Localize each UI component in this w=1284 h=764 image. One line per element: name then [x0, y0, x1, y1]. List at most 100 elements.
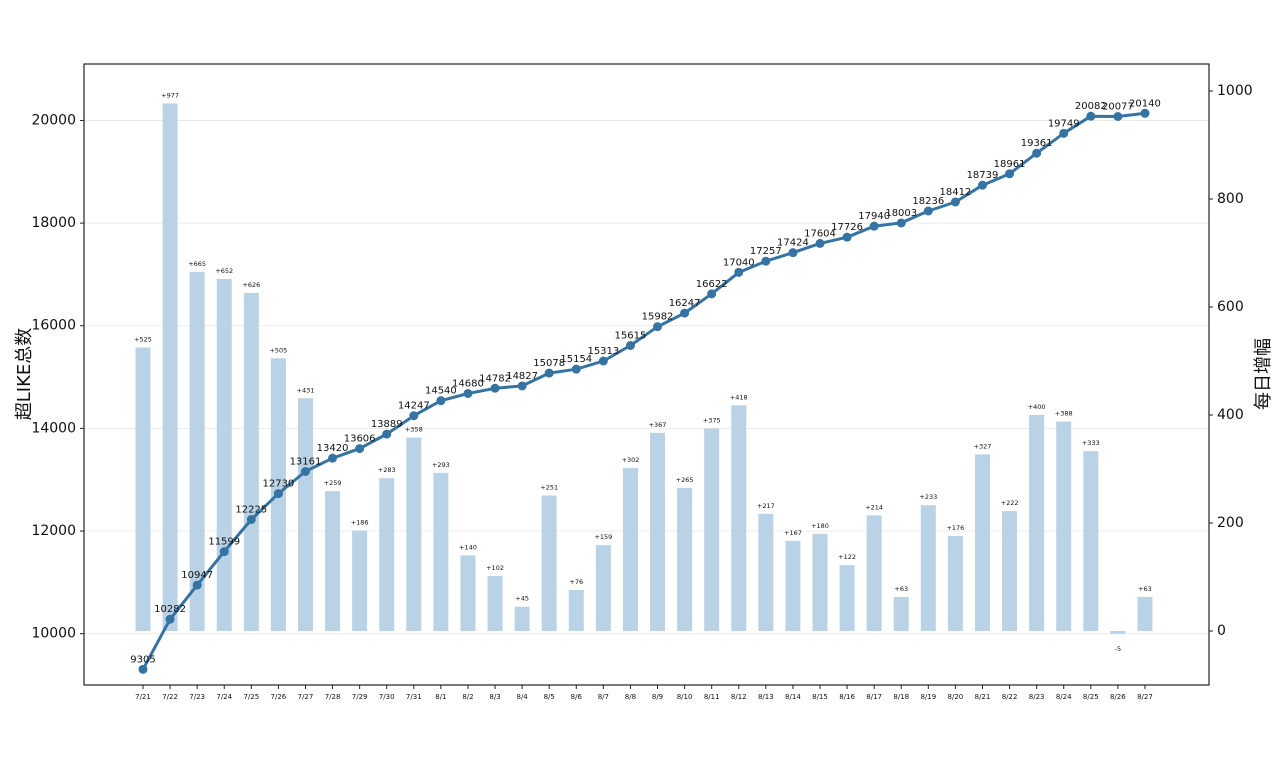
bar: [893, 596, 909, 631]
data-point: [328, 453, 338, 463]
bar-value-label: +186: [351, 519, 369, 527]
right-tick-label: 600: [1217, 299, 1244, 315]
x-tick-label: 8/18: [893, 693, 909, 701]
point-value-label: 14782: [479, 373, 511, 384]
bar-value-label: +977: [161, 91, 179, 99]
bar: [243, 292, 259, 631]
left-tick-label: 12000: [31, 523, 76, 539]
right-tick-label: 0: [1217, 623, 1226, 639]
bar-value-label: +159: [594, 533, 612, 541]
point-value-label: 10947: [181, 570, 213, 581]
bar: [1029, 415, 1045, 631]
bar-value-label: +302: [622, 456, 640, 464]
x-tick-label: 8/26: [1110, 693, 1126, 701]
bar-value-label: +222: [1001, 499, 1019, 507]
data-point: [977, 180, 987, 190]
data-point: [734, 267, 744, 277]
bar: [487, 575, 503, 631]
x-tick-label: 8/8: [625, 693, 636, 701]
x-tick-label: 8/20: [948, 693, 964, 701]
x-tick-label: 8/21: [975, 693, 991, 701]
data-point: [598, 356, 608, 366]
bar: [1137, 596, 1153, 631]
left-tick-label: 20000: [31, 112, 76, 128]
bar-value-label: +76: [569, 578, 583, 586]
data-point: [680, 308, 690, 318]
bar-value-label: +358: [405, 426, 423, 434]
data-point: [138, 664, 148, 674]
point-value-label: 20082: [1075, 101, 1107, 112]
bar-value-label: +665: [188, 260, 206, 268]
bar: [812, 533, 828, 631]
x-tick-label: 8/12: [731, 693, 747, 701]
bar: [839, 565, 855, 631]
point-value-label: 15615: [615, 331, 647, 342]
left-axis-ticks: 10000 12000 14000 16000 18000 20000: [31, 112, 84, 642]
point-value-label: 16247: [669, 298, 701, 309]
bar-value-label: +626: [242, 281, 260, 289]
bar-value-label: +102: [486, 564, 504, 572]
x-tick-label: 8/2: [462, 693, 473, 701]
data-point: [950, 197, 960, 207]
x-tick-label: 8/1: [435, 693, 446, 701]
line-series: [138, 108, 1150, 674]
bar: [920, 505, 936, 631]
bar: [568, 589, 584, 631]
bar-value-label: +45: [515, 595, 529, 603]
data-point: [409, 411, 419, 421]
data-point: [1140, 108, 1150, 118]
bar: [514, 606, 530, 631]
point-value-label: 15313: [587, 346, 619, 357]
data-point: [1113, 112, 1123, 122]
bar-value-label: +176: [946, 524, 964, 532]
bar-value-label: +652: [215, 267, 233, 275]
bar-value-label: +525: [134, 336, 152, 344]
bar-value-label: -5: [1115, 645, 1121, 653]
bar-value-label: +327: [974, 442, 992, 450]
bar: [379, 478, 395, 631]
data-point: [300, 466, 310, 476]
point-value-label: 17726: [831, 222, 863, 233]
x-tick-label: 8/22: [1002, 693, 1018, 701]
data-point: [1086, 111, 1096, 121]
point-value-label: 14680: [452, 378, 484, 389]
x-tick-label: 8/17: [866, 693, 882, 701]
bar: [433, 472, 449, 631]
point-value-label: 18961: [994, 159, 1026, 170]
x-tick-label: 8/25: [1083, 693, 1099, 701]
x-tick-label: 8/7: [598, 693, 609, 701]
bar-value-label: +140: [459, 543, 477, 551]
x-tick-label: 7/25: [243, 693, 259, 701]
data-point: [707, 289, 717, 299]
bar: [622, 467, 638, 631]
bar-labels: +525 +977 +665 +652 +626 +505 +431 +259 +186 +283…: [134, 91, 1152, 653]
bar: [866, 515, 882, 631]
bar-value-label: +63: [1138, 585, 1152, 593]
bar-value-label: +431: [297, 386, 315, 394]
data-point: [896, 218, 906, 228]
bar: [325, 491, 341, 631]
data-point: [1032, 148, 1042, 158]
bar-value-label: +388: [1055, 409, 1073, 417]
point-value-label: 12730: [262, 479, 294, 490]
data-point: [815, 238, 825, 248]
point-value-label: 18412: [939, 187, 971, 198]
bar-value-label: +265: [676, 476, 694, 484]
x-tick-label: 7/23: [189, 693, 205, 701]
data-point: [842, 232, 852, 242]
data-point: [355, 444, 365, 454]
bar: [1083, 451, 1099, 631]
bar-series: [135, 103, 1153, 634]
x-tick-label: 8/19: [920, 693, 936, 701]
data-point: [625, 341, 635, 351]
right-tick-label: 200: [1217, 515, 1244, 531]
bar-value-label: +283: [378, 466, 396, 474]
bar: [352, 530, 368, 631]
bar: [650, 432, 666, 631]
x-tick-label: 8/16: [839, 693, 855, 701]
right-tick-label: 1000: [1217, 83, 1253, 99]
bar-value-label: +333: [1082, 439, 1100, 447]
data-point: [463, 388, 473, 398]
plot-frame: [83, 63, 1210, 686]
